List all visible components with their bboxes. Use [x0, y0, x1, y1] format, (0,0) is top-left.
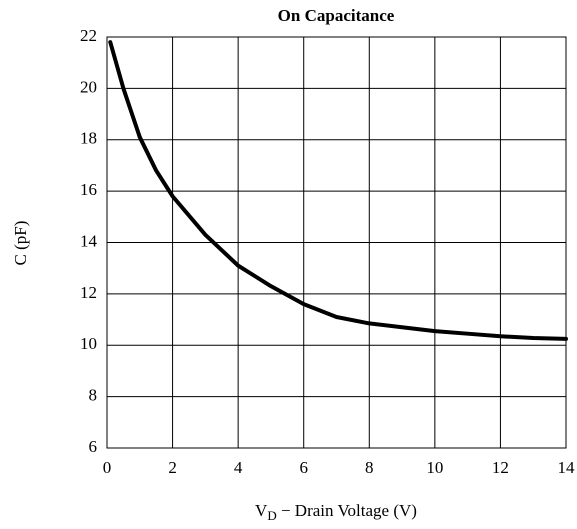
x-tick-label: 2 — [168, 458, 177, 477]
x-tick-label: 6 — [299, 458, 308, 477]
x-tick-label: 4 — [234, 458, 243, 477]
y-tick-label: 20 — [80, 77, 97, 96]
x-label-subscript: D — [267, 508, 276, 523]
y-axis-label: C (pF) — [11, 221, 30, 266]
y-tick-label: 16 — [80, 180, 97, 199]
x-tick-label: 14 — [558, 458, 576, 477]
x-axis-label: VD − Drain Voltage (V) — [255, 501, 417, 523]
x-tick-label: 10 — [426, 458, 443, 477]
x-label-rest: − Drain Voltage (V) — [277, 501, 417, 520]
data-line — [108, 40, 568, 341]
y-tick-label: 8 — [89, 386, 98, 405]
y-tick-label: 22 — [80, 26, 97, 45]
chart-title: On Capacitance — [278, 6, 395, 25]
y-tick-label: 14 — [80, 231, 98, 250]
x-tick-label: 12 — [492, 458, 509, 477]
x-label-main: V — [255, 501, 268, 520]
plot-border — [106, 36, 567, 449]
x-tick-label: 0 — [103, 458, 112, 477]
x-tick-label: 8 — [365, 458, 374, 477]
y-tick-label: 12 — [80, 283, 97, 302]
y-tick-label: 10 — [80, 334, 97, 353]
y-tick-label: 18 — [80, 129, 97, 148]
y-tick-label: 6 — [89, 437, 98, 456]
